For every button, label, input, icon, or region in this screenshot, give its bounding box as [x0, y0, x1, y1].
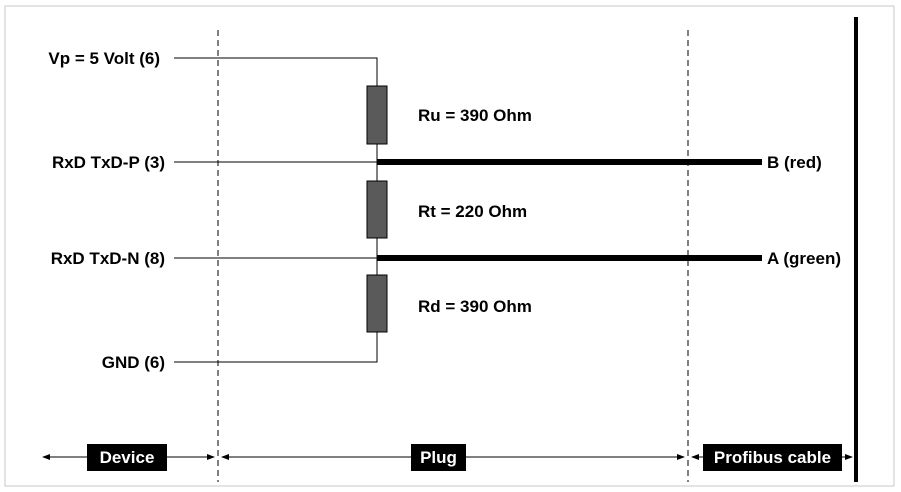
arrow-head-right [207, 454, 215, 460]
rxd-n-label: RxD TxD-N (8) [51, 249, 165, 268]
gnd-line [174, 332, 378, 363]
plug-badge [411, 444, 466, 471]
device-section-label: Device [100, 448, 155, 467]
wire-b-label: B (red) [767, 153, 822, 172]
cable-badge [703, 444, 842, 471]
rt-label: Rt = 220 Ohm [418, 202, 527, 221]
arrow-head-right [845, 454, 853, 460]
resistor-ru [366, 85, 388, 145]
vp-line [174, 57, 378, 86]
gnd-label: GND (6) [102, 353, 165, 372]
arrow-head-left [42, 454, 50, 460]
device-badge [87, 444, 167, 471]
plug-section-label: Plug [420, 448, 457, 467]
rd-label: Rd = 390 Ohm [418, 297, 532, 316]
ru-label: Ru = 390 Ohm [418, 106, 532, 125]
cable-section-label: Profibus cable [714, 448, 831, 467]
arrow-head-left [691, 454, 699, 460]
resistor-rt [366, 180, 388, 239]
arrow-head-right [677, 454, 685, 460]
arrow-head-left [221, 454, 229, 460]
resistor-rd [366, 274, 388, 333]
wire-a-label: A (green) [767, 249, 841, 268]
rxd-p-label: RxD TxD-P (3) [52, 153, 165, 172]
diagram-frame [4, 5, 895, 487]
vp-label: Vp = 5 Volt (6) [48, 49, 160, 68]
